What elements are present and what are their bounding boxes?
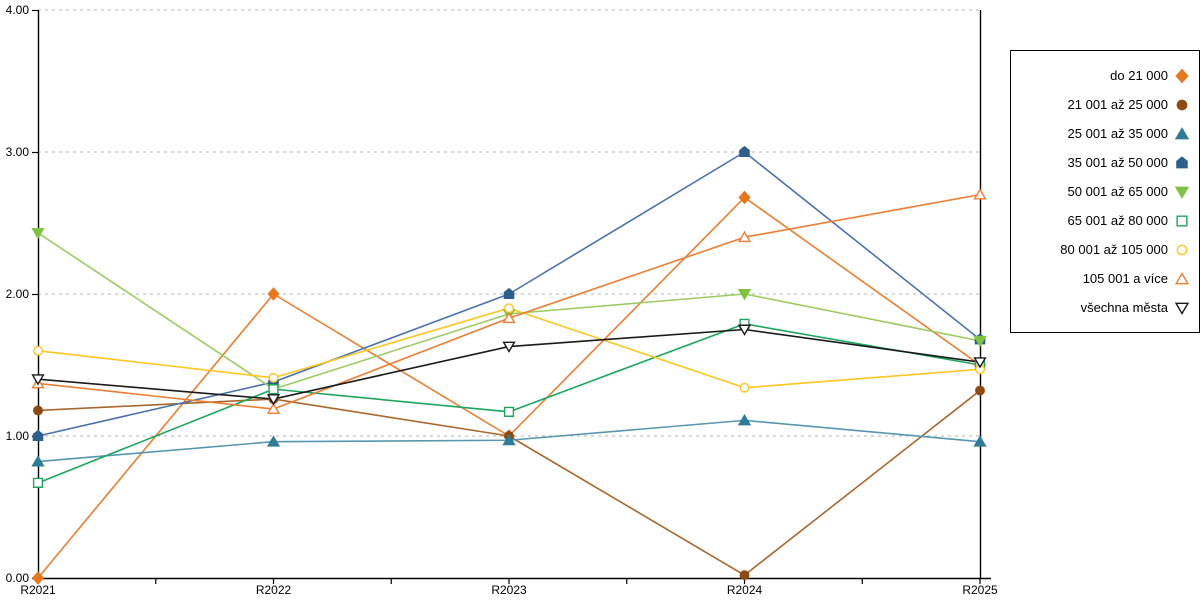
- legend-item-7: 105 001 a více: [1020, 264, 1190, 293]
- data-point-7-R2025: [973, 188, 987, 200]
- data-point-3-R2021: [32, 429, 44, 441]
- data-point-6-R2021: [33, 345, 43, 356]
- data-point-1-R2025: [975, 385, 985, 396]
- y-tick-label: 2.00: [6, 287, 30, 301]
- data-point-2-R2025: [973, 435, 987, 447]
- y-tick-label: 1.00: [6, 429, 30, 443]
- y-tick-label: 0.00: [6, 571, 30, 585]
- y-tick-label: 3.00: [6, 145, 30, 159]
- y-tick-label: 4.00: [6, 3, 30, 17]
- data-point-6-R2024: [739, 382, 750, 393]
- data-point-7-R2023: [502, 311, 516, 324]
- legend-label: 50 001 až 65 000: [1067, 184, 1168, 199]
- legend-label: do 21 000: [1110, 68, 1168, 83]
- triangle-up-marker-icon: [1174, 126, 1190, 139]
- triangle-up-marker-icon: [1174, 271, 1190, 284]
- data-point-2-R2022: [266, 435, 281, 447]
- legend-item-4: 50 001 až 65 000: [1020, 177, 1190, 206]
- data-point-7-R2022: [266, 402, 281, 414]
- circle-marker-icon: [1176, 99, 1188, 110]
- data-point-8-R2022: [266, 394, 281, 406]
- legend-label: 105 001 a více: [1082, 271, 1168, 286]
- data-point-7-R2024: [737, 230, 752, 243]
- data-point-8-R2025: [973, 357, 987, 369]
- data-point-1-R2021: [33, 405, 43, 416]
- data-point-4-R2021: [31, 227, 45, 240]
- diamond-marker-icon: [1175, 68, 1189, 83]
- legend-item-8: všechna města: [1020, 293, 1190, 322]
- legend-item-1: 21 001 až 25 000: [1020, 90, 1190, 119]
- x-category-label: R2021: [20, 583, 56, 597]
- data-point-0-R2021: [31, 571, 45, 585]
- legend-item-2: 25 001 až 35 000: [1020, 119, 1190, 148]
- data-point-6-R2022: [268, 372, 279, 383]
- data-point-2-R2021: [31, 455, 45, 467]
- data-point-8-R2021: [31, 374, 45, 386]
- legend-item-5: 65 001 až 80 000: [1020, 206, 1190, 235]
- legend-label: 65 001 až 80 000: [1067, 213, 1168, 228]
- circle-marker-icon: [1176, 244, 1188, 255]
- data-point-3-R2023: [503, 287, 515, 299]
- data-point-6-R2023: [504, 303, 514, 314]
- square-marker-icon: [1176, 214, 1188, 227]
- x-category-label: R2022: [256, 583, 292, 597]
- triangle-down-marker-icon: [1174, 186, 1190, 199]
- data-point-5-R2023: [503, 406, 515, 417]
- data-point-4-R2024: [737, 289, 752, 301]
- data-point-0-R2024: [738, 190, 751, 205]
- data-point-3-R2024: [739, 145, 750, 157]
- data-point-0-R2022: [267, 287, 280, 301]
- x-category-label: R2025: [962, 583, 998, 597]
- x-category-label: R2024: [727, 583, 763, 597]
- legend-label: 21 001 až 25 000: [1067, 97, 1168, 112]
- data-point-2-R2024: [737, 413, 752, 426]
- series-line-1: [37, 389, 981, 576]
- data-point-2-R2023: [502, 433, 516, 446]
- legend-label: 25 001 až 35 000: [1067, 126, 1168, 141]
- triangle-down-marker-icon: [1174, 302, 1190, 315]
- legend-label: 35 001 až 50 000: [1067, 155, 1168, 170]
- legend-label: 80 001 až 105 000: [1060, 242, 1168, 257]
- legend-item-6: 80 001 až 105 000: [1020, 235, 1190, 264]
- x-category-label: R2023: [491, 583, 527, 597]
- pentagon-marker-icon: [1176, 155, 1188, 168]
- chart-legend: do 21 000 21 001 až 25 000 25 001 až 35 00…: [1010, 50, 1200, 333]
- data-point-5-R2021: [32, 477, 44, 488]
- legend-item-0: do 21 000: [1020, 61, 1190, 90]
- data-point-5-R2022: [268, 384, 279, 395]
- series-line-0: [37, 196, 981, 579]
- legend-item-3: 35 001 až 50 000: [1020, 148, 1190, 177]
- legend-label: všechna města: [1080, 300, 1168, 315]
- data-point-8-R2023: [502, 341, 516, 353]
- data-point-1-R2024: [739, 570, 750, 581]
- data-point-8-R2024: [737, 324, 752, 336]
- data-point-4-R2025: [973, 335, 987, 348]
